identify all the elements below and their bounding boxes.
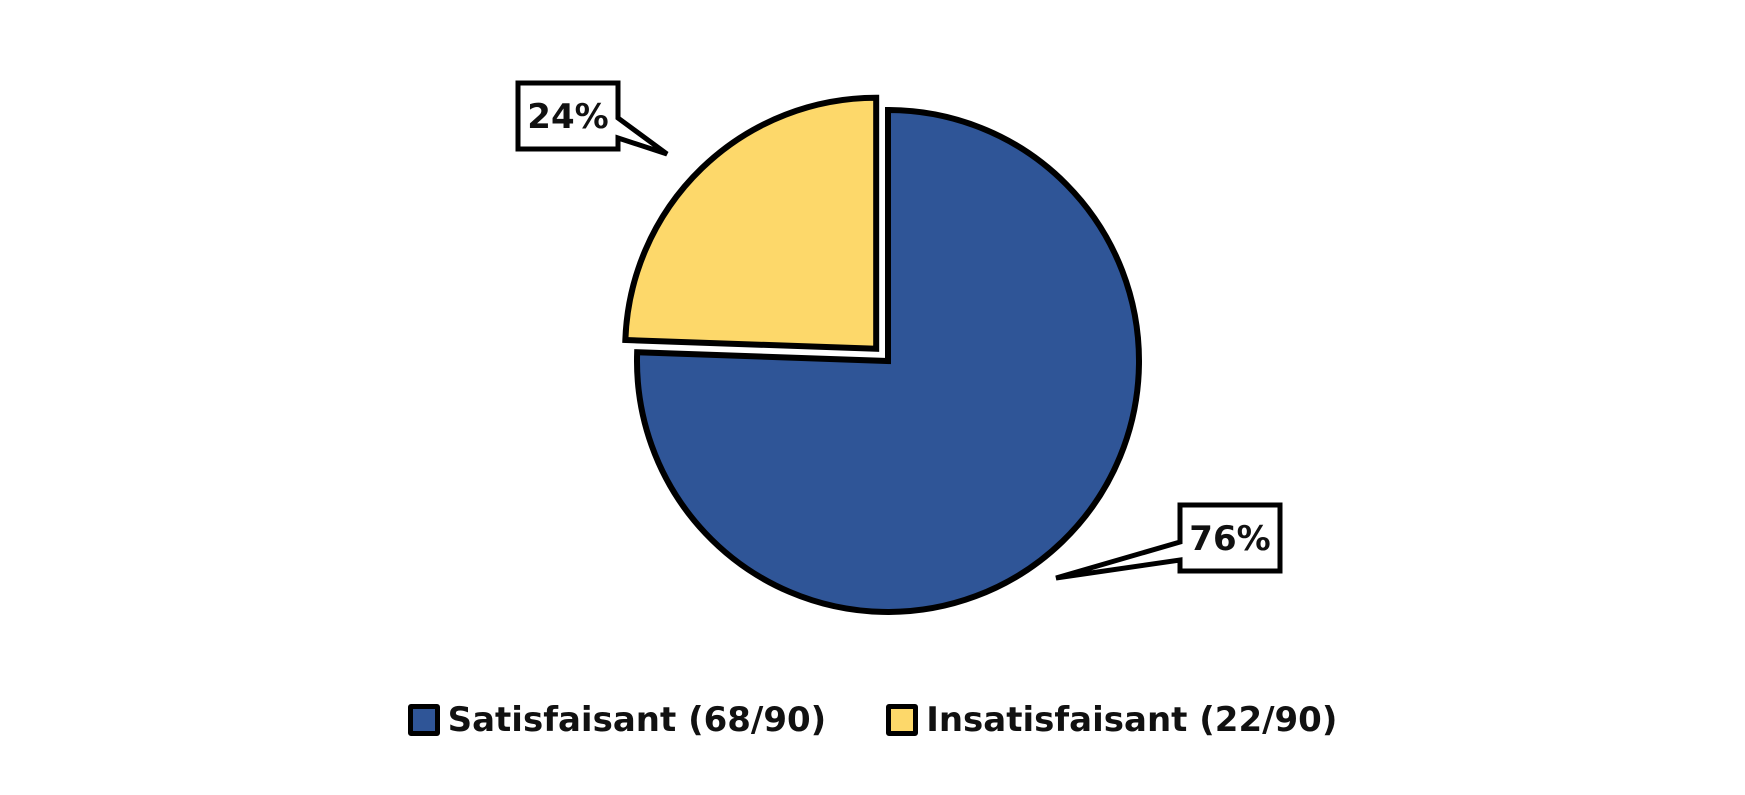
data-label-0: 76% xyxy=(1189,519,1270,559)
slices-layer xyxy=(622,94,1142,615)
legend-swatch-insatisfaisant xyxy=(886,704,919,736)
legend-item-insatisfaisant: Insatisfaisant (22/90) xyxy=(886,700,1337,740)
legend-item-satisfaisant: Satisfaisant (68/90) xyxy=(407,700,827,740)
pie-slice-0 xyxy=(634,106,1142,615)
data-label-callout-1 xyxy=(515,80,669,157)
legend-label-insatisfaisant: Insatisfaisant (22/90) xyxy=(926,700,1338,740)
data-label-callout-0 xyxy=(1055,502,1283,581)
callouts-layer: 76% 24% xyxy=(515,80,1283,581)
legend-label-satisfaisant: Satisfaisant (68/90) xyxy=(447,700,827,740)
pie-slice-1 xyxy=(622,94,880,352)
data-label-1: 24% xyxy=(527,97,608,137)
legend: Satisfaisant (68/90) Insatisfaisant (22/… xyxy=(0,700,1745,740)
legend-swatch-satisfaisant xyxy=(407,704,440,736)
